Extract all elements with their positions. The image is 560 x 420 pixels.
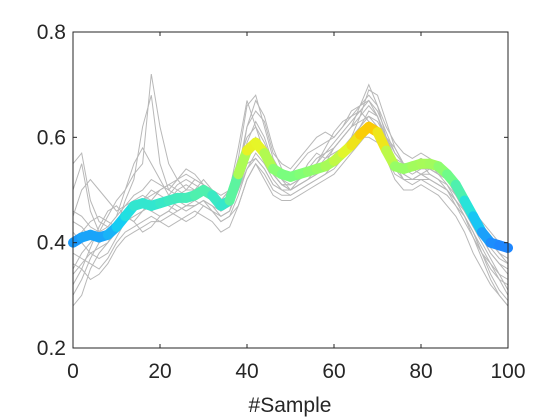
y-tick-label: 0.8 [37, 21, 66, 44]
y-tick-label: 0.6 [37, 126, 66, 149]
x-tick-label: 100 [490, 360, 525, 383]
mean-series-group [68, 121, 513, 253]
background-series-line-14 [72, 110, 509, 307]
x-tick-label: 80 [409, 360, 432, 383]
y-tick-label: 0.2 [37, 337, 66, 360]
y-axis-ticks: 0.2 0.4 0.6 0.8 [37, 21, 508, 360]
x-tick-label: 40 [235, 360, 258, 383]
y-tick-label: 0.4 [37, 232, 67, 255]
x-tick-label: 60 [322, 360, 345, 383]
background-series-line-9 [72, 131, 509, 286]
x-axis-label: #Sample [249, 394, 332, 417]
x-tick-label: 0 [67, 360, 79, 383]
mean-series-segment [494, 240, 513, 253]
axes-box [72, 31, 509, 349]
x-axis-ticks: 0 20 40 60 80 100 [67, 32, 526, 383]
x-tick-label: 20 [148, 360, 171, 383]
